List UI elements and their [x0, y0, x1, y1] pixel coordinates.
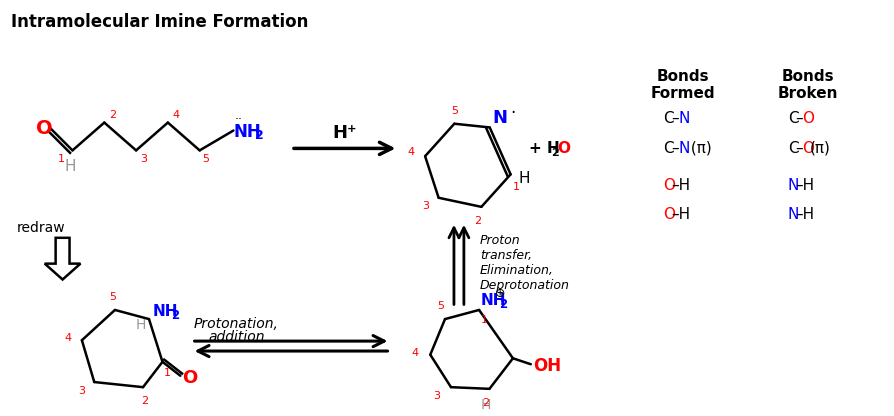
Text: 2: 2: [171, 309, 179, 322]
Text: 2: 2: [552, 149, 559, 158]
Text: 1: 1: [164, 368, 171, 378]
Text: –: –: [795, 111, 803, 126]
Text: Bonds
Formed: Bonds Formed: [651, 69, 716, 102]
Text: 4: 4: [408, 147, 415, 157]
Text: 4: 4: [412, 348, 419, 358]
Text: H: H: [480, 398, 491, 412]
Text: NH: NH: [233, 123, 261, 141]
Text: –H: –H: [795, 178, 814, 193]
Text: 3: 3: [422, 201, 429, 211]
Text: 3: 3: [78, 386, 85, 396]
Text: 1: 1: [513, 182, 520, 192]
Text: 5: 5: [109, 292, 116, 302]
Text: + H: + H: [529, 141, 561, 156]
Text: N: N: [788, 208, 799, 223]
Text: C: C: [788, 141, 798, 156]
Text: H: H: [136, 318, 147, 332]
Text: 2: 2: [109, 110, 116, 120]
Text: C: C: [788, 111, 798, 126]
Text: 4: 4: [64, 333, 72, 343]
Text: ··: ··: [234, 113, 242, 126]
Text: H: H: [519, 171, 530, 186]
Text: (π): (π): [810, 141, 831, 156]
Text: Proton
transfer,
Elimination,
Deprotonation: Proton transfer, Elimination, Deprotonat…: [480, 234, 569, 292]
Text: O: O: [37, 119, 53, 138]
Text: 2: 2: [256, 129, 264, 142]
Text: ·: ·: [510, 104, 516, 121]
Text: 1: 1: [481, 315, 487, 325]
Text: H: H: [64, 159, 76, 174]
Text: 4: 4: [173, 110, 180, 120]
Text: ⊕: ⊕: [495, 287, 505, 300]
Text: 5: 5: [437, 301, 444, 311]
Text: O: O: [803, 111, 814, 126]
Text: C: C: [663, 111, 674, 126]
Text: –H: –H: [671, 178, 690, 193]
Text: Intramolecular Imine Formation: Intramolecular Imine Formation: [11, 13, 308, 31]
Text: 2: 2: [141, 396, 148, 406]
Polygon shape: [45, 238, 80, 280]
Text: 2: 2: [482, 398, 489, 408]
Text: –: –: [671, 141, 679, 156]
Text: O: O: [663, 208, 676, 223]
Text: O: O: [663, 178, 676, 193]
Text: (π): (π): [686, 141, 712, 156]
Text: 3: 3: [140, 154, 148, 164]
Text: O: O: [557, 141, 570, 156]
Text: N: N: [679, 141, 690, 156]
Text: N: N: [492, 109, 507, 126]
Text: –H: –H: [671, 208, 690, 223]
Text: 2: 2: [474, 216, 481, 226]
Text: 2: 2: [499, 299, 507, 312]
Text: OH: OH: [533, 357, 561, 375]
Text: NH: NH: [481, 292, 507, 307]
Text: N: N: [679, 111, 690, 126]
Text: Bonds
Broken: Bonds Broken: [777, 69, 838, 102]
Text: –: –: [671, 111, 679, 126]
Text: C: C: [663, 141, 674, 156]
Text: 5: 5: [451, 106, 458, 116]
Text: redraw: redraw: [17, 221, 65, 235]
Text: addition: addition: [208, 330, 265, 344]
Text: O: O: [181, 369, 197, 387]
Text: 1: 1: [58, 154, 65, 164]
Text: O: O: [803, 141, 814, 156]
Text: Protonation,: Protonation,: [194, 317, 279, 331]
Text: N: N: [788, 178, 799, 193]
Text: H⁺: H⁺: [333, 124, 357, 141]
Text: NH: NH: [153, 304, 179, 319]
Text: 3: 3: [434, 391, 441, 401]
Text: –: –: [795, 141, 803, 156]
Text: 5: 5: [202, 154, 209, 164]
Text: –H: –H: [795, 208, 814, 223]
